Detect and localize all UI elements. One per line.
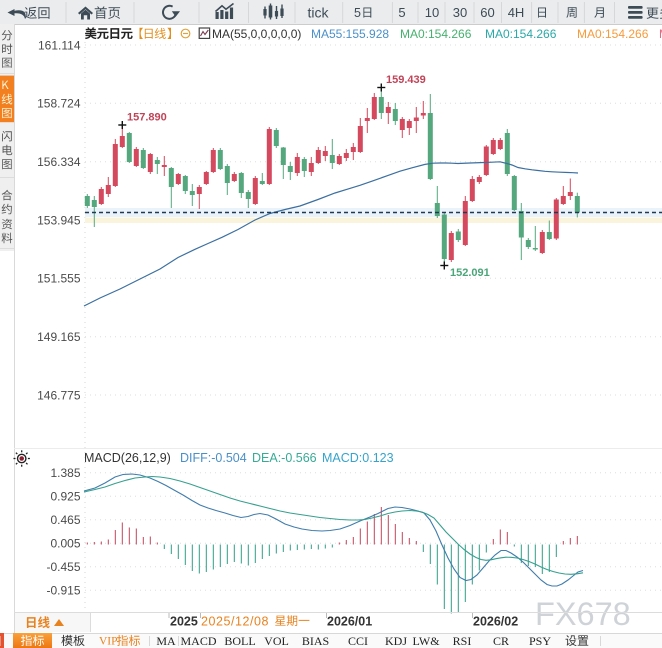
svg-text:2025/12/08: 2025/12/08 — [201, 615, 269, 629]
svg-text:4H: 4H — [508, 5, 525, 20]
svg-text:FX678: FX678 — [535, 596, 631, 632]
svg-text:PSY: PSY — [529, 634, 551, 648]
svg-text:DEA:-0.566: DEA:-0.566 — [252, 451, 317, 465]
svg-text:MA0:154.266: MA0:154.266 — [400, 27, 472, 41]
svg-text:MA: MA — [156, 634, 176, 648]
svg-text:VOL: VOL — [264, 634, 289, 648]
svg-text:156.334: 156.334 — [37, 155, 81, 169]
svg-text:MACD(26,12,9): MACD(26,12,9) — [84, 451, 171, 465]
svg-text:CR: CR — [493, 634, 509, 648]
svg-text:MA55:155.928: MA55:155.928 — [311, 27, 389, 41]
svg-text:5: 5 — [398, 5, 405, 20]
svg-text:0.005: 0.005 — [50, 537, 80, 551]
svg-text:CCI: CCI — [348, 634, 368, 648]
svg-text:MACD: MACD — [180, 634, 216, 648]
svg-text:5: 5 — [354, 6, 361, 20]
svg-text:159.439: 159.439 — [386, 74, 426, 86]
svg-text:152.091: 152.091 — [450, 267, 490, 279]
svg-text:146.775: 146.775 — [37, 388, 81, 402]
svg-text:60: 60 — [480, 5, 494, 20]
svg-text:tick: tick — [308, 5, 330, 21]
svg-text:158.724: 158.724 — [37, 97, 81, 111]
svg-text:2025: 2025 — [170, 615, 198, 629]
svg-text:149.165: 149.165 — [37, 330, 81, 344]
svg-text:VIP: VIP — [99, 636, 118, 648]
svg-text:-0.455: -0.455 — [46, 560, 80, 574]
svg-text:0.925: 0.925 — [50, 490, 80, 504]
svg-text:30: 30 — [453, 5, 467, 20]
svg-text:0.465: 0.465 — [50, 513, 80, 527]
svg-text:153.945: 153.945 — [37, 213, 81, 227]
svg-text:DIFF:-0.504: DIFF:-0.504 — [180, 451, 247, 465]
svg-text:BOLL: BOLL — [224, 634, 255, 648]
svg-text:KDJ: KDJ — [385, 634, 407, 648]
svg-text:2026/01: 2026/01 — [327, 615, 372, 629]
svg-text:BIAS: BIAS — [302, 634, 329, 648]
svg-text:151.555: 151.555 — [37, 272, 81, 286]
svg-text:161.114: 161.114 — [38, 38, 81, 52]
svg-text:LW&: LW& — [412, 634, 440, 648]
svg-text:157.890: 157.890 — [127, 112, 167, 124]
svg-text:MA0:154.266: MA0:154.266 — [577, 27, 649, 41]
svg-text:MA(55,0,0,0,0,0): MA(55,0,0,0,0,0) — [212, 27, 301, 41]
svg-text:RSI: RSI — [453, 634, 472, 648]
svg-text:1.385: 1.385 — [50, 466, 80, 480]
svg-text:MA0:154.266: MA0:154.266 — [485, 27, 557, 41]
svg-text:-0.915: -0.915 — [46, 584, 80, 598]
svg-text:M: M — [659, 27, 662, 41]
svg-text:MACD:0.123: MACD:0.123 — [322, 451, 394, 465]
svg-text:10: 10 — [425, 5, 439, 20]
svg-text:2026/02: 2026/02 — [473, 615, 518, 629]
